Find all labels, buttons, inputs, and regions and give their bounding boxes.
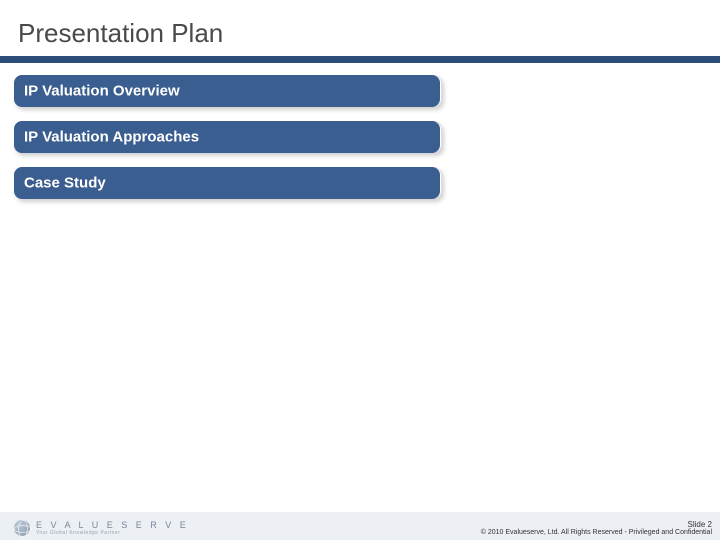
- footer-logo: E V A L U E S E R V E Your Global Knowle…: [14, 520, 189, 536]
- slide-title: Presentation Plan: [18, 18, 223, 49]
- footer-brand-block: E V A L U E S E R V E Your Global Knowle…: [36, 521, 189, 536]
- globe-icon: [14, 520, 30, 536]
- agenda-item-label: Case Study: [24, 175, 106, 192]
- agenda-item-label: IP Valuation Approaches: [24, 129, 199, 146]
- footer-brand-text: E V A L U E S E R V E: [36, 521, 189, 530]
- footer-bar: E V A L U E S E R V E Your Global Knowle…: [0, 512, 720, 540]
- slide: Presentation Plan IP Valuation Overview …: [0, 0, 720, 540]
- title-divider: [0, 56, 720, 63]
- footer-slide-number: Slide 2: [481, 521, 712, 530]
- footer-right: Slide 2 © 2010 Evalueserve, Ltd. All Rig…: [481, 521, 712, 537]
- agenda-item-label: IP Valuation Overview: [24, 83, 180, 100]
- agenda-item: IP Valuation Approaches: [14, 121, 442, 153]
- footer-copyright: © 2010 Evalueserve, Ltd. All Rights Rese…: [481, 529, 712, 537]
- agenda-item: Case Study: [14, 167, 442, 199]
- footer-tagline: Your Global Knowledge Partner: [36, 530, 189, 536]
- agenda-item: IP Valuation Overview: [14, 75, 442, 107]
